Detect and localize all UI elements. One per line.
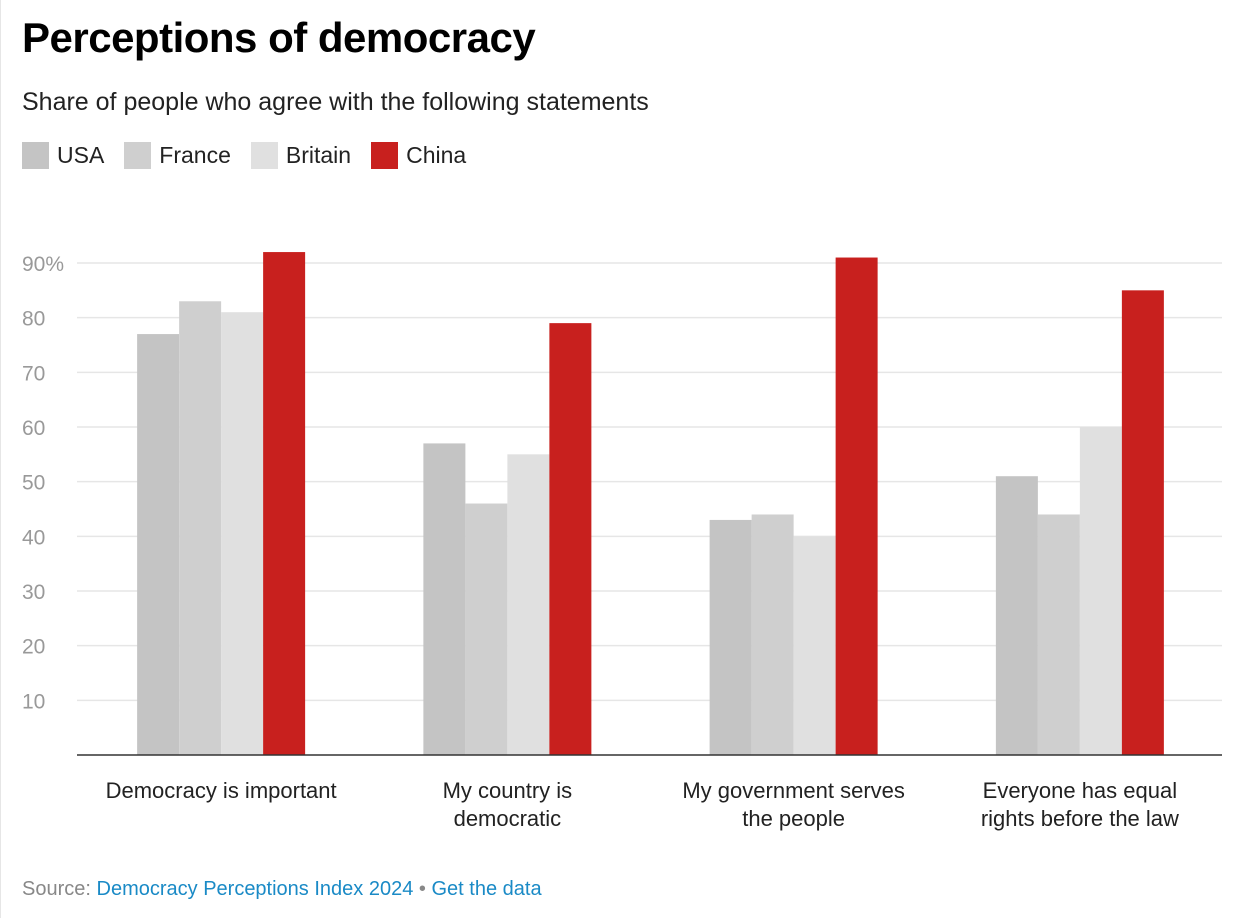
- get-data-link[interactable]: Get the data: [431, 878, 542, 900]
- y-tick-label: 50: [22, 472, 45, 495]
- chart-subtitle: Share of people who agree with the follo…: [22, 88, 649, 116]
- bar-britain: [507, 454, 550, 755]
- legend-item-usa: USA: [22, 142, 104, 169]
- legend-label: USA: [57, 142, 105, 168]
- bar-usa: [423, 443, 466, 755]
- bar-china: [263, 252, 306, 756]
- x-tick-label: rights before the law: [981, 806, 1179, 831]
- chart-title: Perceptions of democracy: [22, 14, 536, 61]
- bar-china: [549, 323, 592, 755]
- legend-item-britain: Britain: [250, 142, 352, 169]
- legend-swatch: [371, 142, 399, 169]
- bar-france: [1037, 514, 1080, 755]
- x-tick-label: My government serves: [682, 778, 905, 803]
- y-tick-label: 70: [22, 362, 45, 385]
- legend-label: China: [406, 142, 467, 168]
- legend-label: France: [159, 142, 231, 168]
- source-line: Source: Democracy Perceptions Index 2024…: [22, 878, 542, 901]
- x-tick-label: democratic: [454, 806, 562, 831]
- source-link[interactable]: Democracy Perceptions Index 2024: [96, 878, 414, 900]
- source-label: Source:: [22, 878, 91, 900]
- y-tick-label: 30: [22, 581, 45, 604]
- bar-britain: [793, 536, 836, 755]
- legend-swatch: [124, 142, 152, 169]
- legend-label: Britain: [285, 142, 352, 168]
- bar-usa: [709, 519, 752, 755]
- bar-usa: [995, 476, 1038, 755]
- y-tick-label: 90%: [22, 253, 64, 276]
- x-tick-label: My country is: [443, 778, 573, 803]
- legend: USA France Britain China: [22, 142, 466, 169]
- bar-france: [751, 514, 794, 755]
- bar-usa: [137, 334, 180, 755]
- legend-swatch: [250, 142, 278, 169]
- bar-britain: [1079, 427, 1122, 755]
- x-tick-label: the people: [742, 806, 845, 831]
- y-tick-label: 60: [22, 417, 45, 440]
- x-tick-label: Democracy is important: [106, 778, 337, 803]
- y-tick-label: 80: [22, 308, 45, 331]
- bar-china: [835, 257, 878, 755]
- x-tick-label: Everyone has equal: [983, 778, 1177, 803]
- y-tick-label: 10: [22, 690, 45, 713]
- legend-swatch: [22, 142, 49, 169]
- legend-item-china: China: [371, 142, 466, 169]
- bar-france: [465, 503, 508, 755]
- bar-britain: [221, 312, 264, 755]
- legend-item-france: France: [124, 142, 231, 169]
- source-separator: •: [418, 878, 426, 900]
- y-tick-label: 20: [22, 636, 45, 659]
- bar-france: [179, 301, 222, 755]
- y-tick-label: 40: [22, 526, 45, 549]
- bar-china: [1121, 290, 1164, 755]
